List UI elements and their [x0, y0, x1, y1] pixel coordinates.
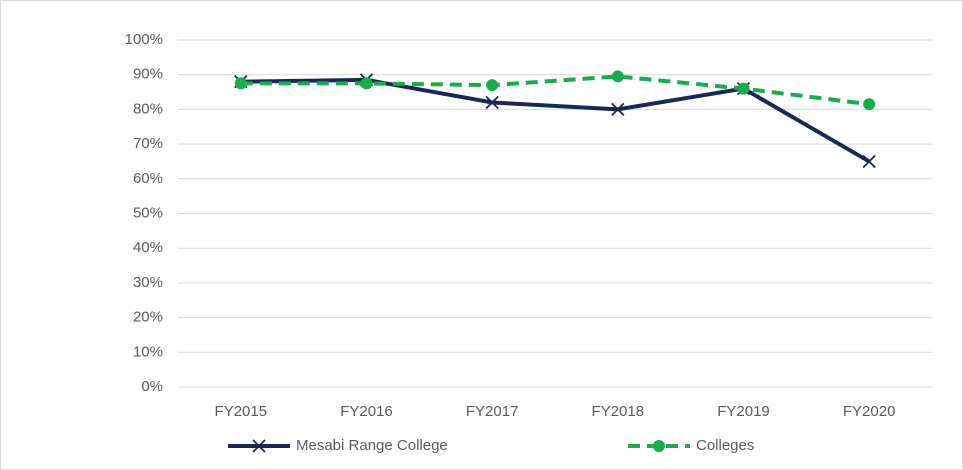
y-tick-label: 50%: [133, 204, 163, 221]
data-point: [234, 77, 247, 90]
x-tick-label: FY2017: [466, 403, 519, 420]
data-point: [486, 79, 499, 92]
series-line: [240, 77, 871, 164]
x-tick-label: FY2016: [340, 403, 393, 420]
y-tick-label: 90%: [133, 66, 163, 83]
legend-label: Mesabi Range College: [296, 437, 448, 454]
data-point: [485, 95, 499, 110]
data-point: [862, 154, 876, 169]
y-tick-label: 70%: [133, 135, 163, 152]
y-tick-label: 80%: [133, 100, 163, 117]
y-tick-label: 40%: [133, 239, 163, 256]
y-tick-label: 30%: [133, 274, 163, 291]
x-tick-label: FY2020: [843, 403, 896, 420]
data-point: [611, 102, 625, 117]
y-tick-label: 0%: [141, 378, 163, 395]
y-tick-label: 20%: [133, 309, 163, 326]
series-line: [240, 74, 870, 107]
data-point: [611, 70, 624, 83]
x-tick-label: FY2018: [592, 403, 645, 420]
data-point: [863, 98, 876, 111]
x-tick-label: FY2019: [717, 403, 770, 420]
data-point: [737, 82, 750, 95]
y-tick-label: 10%: [133, 343, 163, 360]
y-tick-label: 100%: [125, 31, 163, 48]
legend-marker: [252, 439, 266, 453]
y-tick-label: 60%: [133, 170, 163, 187]
legend-label: Colleges: [696, 437, 754, 454]
x-tick-label: FY2015: [215, 403, 268, 420]
legend-marker: [653, 440, 665, 452]
data-point: [360, 77, 373, 90]
